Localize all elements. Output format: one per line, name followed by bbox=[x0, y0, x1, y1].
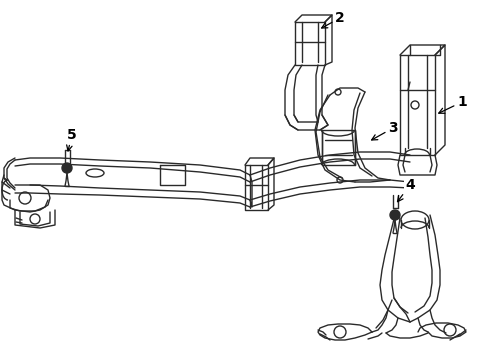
Text: 2: 2 bbox=[321, 11, 345, 28]
Text: 4: 4 bbox=[397, 178, 415, 202]
Text: 5: 5 bbox=[67, 128, 77, 151]
Circle shape bbox=[390, 210, 400, 220]
Text: 1: 1 bbox=[439, 95, 467, 113]
Text: 3: 3 bbox=[371, 121, 398, 140]
Circle shape bbox=[62, 163, 72, 173]
